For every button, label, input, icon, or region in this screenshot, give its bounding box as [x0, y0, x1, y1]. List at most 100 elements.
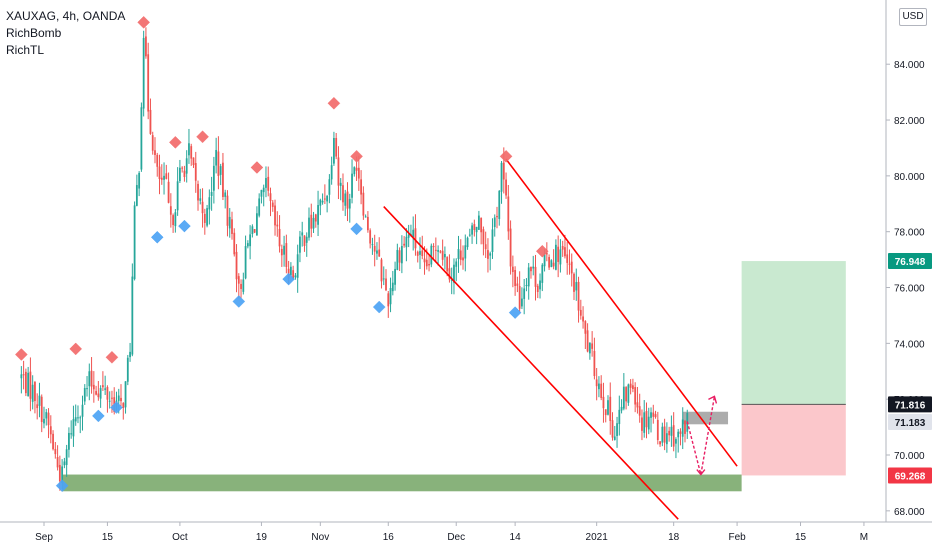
x-tick-label: Dec [447, 532, 465, 543]
candle-body [111, 397, 113, 399]
candle-body [382, 278, 385, 280]
candle-body [636, 402, 639, 408]
candle-body [269, 193, 272, 202]
candle-body [391, 282, 394, 292]
candle-body [396, 249, 399, 270]
candle-body [165, 173, 168, 179]
candle-body [285, 243, 288, 267]
candle-body [169, 206, 172, 215]
candle-body [210, 191, 213, 196]
candle-body [108, 400, 111, 402]
candle-body [147, 54, 150, 112]
candle-body [339, 182, 342, 186]
candle-body [226, 195, 229, 226]
candle-body [83, 388, 86, 402]
candle-body [203, 213, 206, 223]
candle-body [54, 448, 57, 455]
candle-body [188, 143, 190, 156]
candle-body [258, 198, 261, 216]
candle-body [389, 288, 392, 305]
x-tick-label: Sep [35, 532, 53, 543]
projection-arrow-up [708, 395, 718, 404]
candle-body [584, 321, 587, 334]
candle-body [647, 416, 650, 430]
candle-body [373, 245, 376, 252]
candle-body [249, 234, 252, 247]
candle-body [260, 189, 263, 197]
candle-body [548, 257, 550, 268]
candle-body [570, 261, 573, 274]
candle-body [480, 217, 483, 233]
candle-body [378, 249, 381, 257]
candle-body [677, 431, 680, 438]
candle-body [308, 217, 310, 238]
candle-body [262, 187, 265, 193]
candle-body [24, 371, 27, 394]
candle-body [573, 273, 575, 292]
y-tick-label: 78.000 [894, 228, 925, 239]
candle-body [543, 253, 546, 267]
candle-body [444, 253, 446, 258]
candle-body [278, 228, 281, 247]
indicator-richbomb[interactable]: RichBomb [6, 26, 62, 40]
candle-body [670, 426, 673, 436]
candle-body [244, 246, 247, 279]
candle-body [317, 205, 319, 225]
candle-body [97, 393, 100, 398]
candle-body [616, 423, 618, 436]
candle-body [656, 419, 659, 441]
candle-body [496, 215, 498, 218]
candle-body [47, 412, 50, 426]
candle-body [400, 246, 403, 264]
candle-body [63, 461, 66, 466]
sell-signal-diamond [105, 350, 119, 364]
position-loss-zone [741, 404, 846, 476]
candle-body [72, 419, 75, 437]
symbol-title[interactable]: XAUXAG, 4h, OANDA [6, 9, 126, 23]
candle-body [224, 192, 227, 197]
candle-body [321, 200, 324, 203]
indicator-richtl[interactable]: RichTL [6, 43, 45, 57]
candle-body [353, 167, 356, 175]
candle-body [502, 162, 505, 180]
candle-body [439, 251, 442, 253]
candle-body [101, 385, 104, 388]
currency-badge[interactable]: USD [899, 8, 927, 26]
candle-body [74, 417, 77, 422]
candle-body [654, 414, 657, 418]
candle-body [140, 107, 143, 170]
candle-body [446, 257, 449, 272]
candle-body [124, 381, 127, 408]
candle-body [385, 278, 387, 291]
candle-body [491, 229, 494, 252]
candle-body [511, 266, 514, 272]
candle-body [355, 167, 358, 171]
channel-upper-line [505, 158, 738, 467]
candle-body [357, 167, 360, 179]
candle-body [197, 183, 199, 201]
candle-body [131, 276, 134, 355]
candle-body [455, 261, 458, 267]
candle-body [126, 357, 129, 382]
candle-body [423, 258, 426, 263]
price-label-text: 71.816 [895, 400, 926, 411]
buy-signal-diamond [372, 300, 386, 314]
candle-body [299, 236, 301, 253]
candle-body [283, 245, 285, 255]
y-tick-label: 80.000 [894, 172, 925, 183]
candle-body [471, 225, 473, 235]
candle-body [342, 185, 344, 203]
candle-body [362, 192, 365, 216]
candle-body [602, 396, 605, 409]
candle-body [237, 276, 240, 284]
price-label-text: 76.948 [895, 257, 926, 268]
candle-body [487, 250, 489, 259]
candle-body [183, 170, 186, 178]
x-tick-label: 19 [256, 532, 268, 543]
candle-body [536, 285, 539, 292]
candle-body [459, 250, 462, 260]
x-tick-label: Feb [728, 532, 746, 543]
candle-body [521, 298, 523, 307]
candle-body [253, 229, 256, 233]
